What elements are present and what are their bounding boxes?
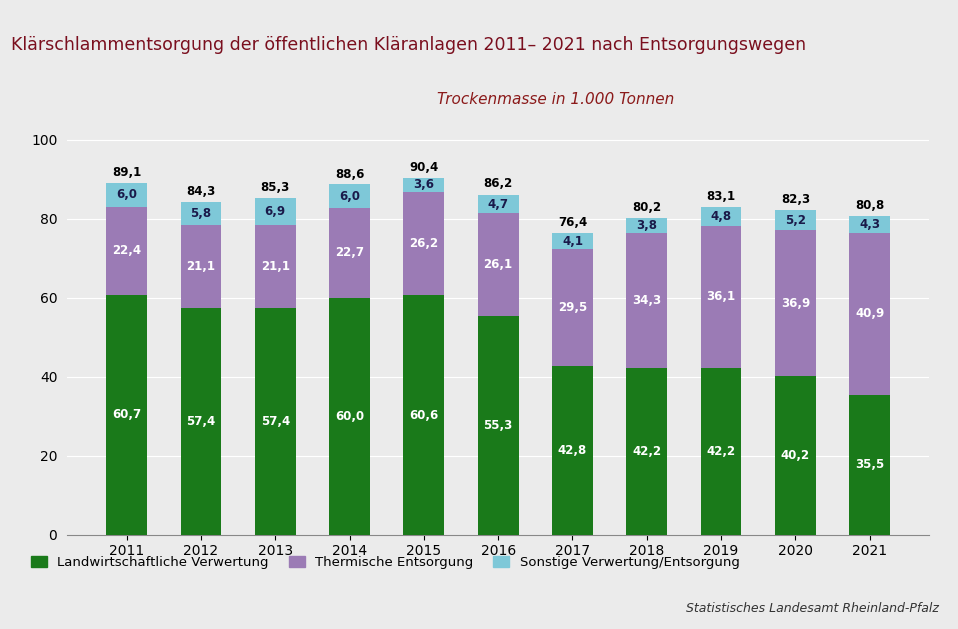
- Text: 82,3: 82,3: [781, 193, 810, 206]
- Text: 60,7: 60,7: [112, 408, 141, 421]
- Bar: [106, 206, 148, 295]
- Bar: [330, 298, 370, 535]
- Text: 35,5: 35,5: [855, 458, 884, 471]
- Text: 57,4: 57,4: [187, 415, 216, 428]
- Bar: [403, 296, 445, 535]
- Bar: [627, 368, 667, 535]
- Text: 84,3: 84,3: [187, 185, 216, 198]
- Text: 26,2: 26,2: [409, 237, 439, 250]
- Text: 83,1: 83,1: [706, 190, 736, 203]
- Bar: [552, 365, 593, 535]
- Bar: [552, 249, 593, 365]
- Bar: [180, 308, 221, 535]
- Bar: [775, 376, 816, 535]
- Bar: [627, 233, 667, 368]
- Bar: [403, 192, 445, 296]
- Text: 26,1: 26,1: [484, 259, 513, 271]
- Text: 86,2: 86,2: [484, 177, 513, 191]
- Bar: [255, 225, 296, 308]
- Bar: [106, 183, 148, 206]
- Text: Trockenmasse in 1.000 Tonnen: Trockenmasse in 1.000 Tonnen: [437, 92, 674, 107]
- Text: 90,4: 90,4: [409, 161, 439, 174]
- Bar: [180, 225, 221, 308]
- Text: 42,2: 42,2: [706, 445, 736, 458]
- Text: 42,8: 42,8: [558, 443, 587, 457]
- Text: 88,6: 88,6: [335, 168, 364, 181]
- Text: 36,9: 36,9: [781, 297, 810, 309]
- Text: 5,2: 5,2: [785, 213, 806, 226]
- Text: 80,2: 80,2: [632, 201, 661, 214]
- Bar: [255, 198, 296, 225]
- Bar: [849, 233, 890, 394]
- Text: 36,1: 36,1: [706, 291, 736, 303]
- Text: 4,8: 4,8: [711, 209, 732, 223]
- Bar: [255, 308, 296, 535]
- Text: 5,8: 5,8: [191, 207, 212, 220]
- Bar: [552, 233, 593, 249]
- Text: 3,8: 3,8: [636, 219, 657, 231]
- Text: Statistisches Landesamt Rheinland-Pfalz: Statistisches Landesamt Rheinland-Pfalz: [686, 603, 939, 615]
- Bar: [700, 368, 741, 535]
- Text: 80,8: 80,8: [855, 199, 884, 212]
- Bar: [627, 218, 667, 233]
- Bar: [478, 316, 518, 535]
- Bar: [775, 209, 816, 230]
- Text: 4,1: 4,1: [562, 235, 583, 248]
- Bar: [775, 230, 816, 376]
- Bar: [180, 202, 221, 225]
- Text: Klärschlammentsorgung der öffentlichen Kläranlagen 2011– 2021 nach Entsorgungswe: Klärschlammentsorgung der öffentlichen K…: [11, 36, 807, 54]
- Bar: [700, 206, 741, 226]
- Text: 6,9: 6,9: [264, 204, 285, 218]
- Text: 76,4: 76,4: [558, 216, 587, 229]
- Text: 40,2: 40,2: [781, 449, 810, 462]
- Text: 6,0: 6,0: [339, 190, 360, 203]
- Bar: [849, 216, 890, 233]
- Text: 57,4: 57,4: [261, 415, 290, 428]
- Legend: Landwirtschaftliche Verwertung, Thermische Entsorgung, Sonstige Verwertung/Entso: Landwirtschaftliche Verwertung, Thermisc…: [26, 551, 744, 575]
- Bar: [700, 226, 741, 368]
- Text: 22,4: 22,4: [112, 244, 141, 257]
- Bar: [478, 195, 518, 213]
- Text: 3,6: 3,6: [413, 179, 434, 191]
- Bar: [330, 184, 370, 208]
- Text: 89,1: 89,1: [112, 166, 142, 179]
- Text: 22,7: 22,7: [335, 247, 364, 260]
- Text: 21,1: 21,1: [261, 260, 289, 273]
- Text: 34,3: 34,3: [632, 294, 661, 307]
- Text: 42,2: 42,2: [632, 445, 661, 458]
- Text: 85,3: 85,3: [261, 181, 290, 194]
- Bar: [478, 213, 518, 316]
- Text: 4,3: 4,3: [859, 218, 880, 231]
- Bar: [849, 394, 890, 535]
- Text: 29,5: 29,5: [558, 301, 587, 314]
- Text: 60,6: 60,6: [409, 408, 439, 421]
- Text: 21,1: 21,1: [187, 260, 216, 273]
- Bar: [403, 178, 445, 192]
- Bar: [330, 208, 370, 298]
- Text: 40,9: 40,9: [855, 308, 884, 320]
- Text: 60,0: 60,0: [335, 409, 364, 423]
- Text: 4,7: 4,7: [488, 198, 509, 211]
- Text: 55,3: 55,3: [484, 419, 513, 432]
- Text: 6,0: 6,0: [116, 188, 137, 201]
- Bar: [106, 295, 148, 535]
